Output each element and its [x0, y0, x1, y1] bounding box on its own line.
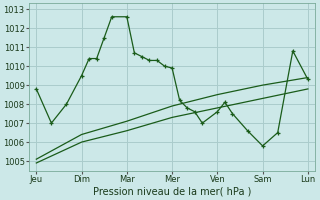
- X-axis label: Pression niveau de la mer( hPa ): Pression niveau de la mer( hPa ): [93, 187, 251, 197]
